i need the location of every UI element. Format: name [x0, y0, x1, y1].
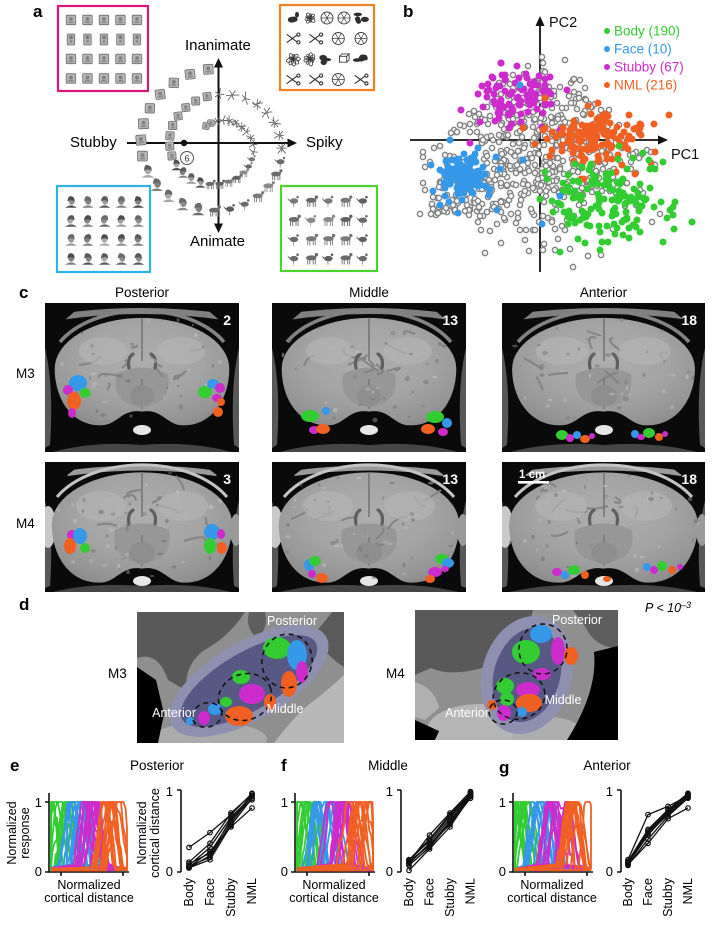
svg-text:cortical distance: cortical distance	[289, 891, 379, 905]
svg-text:Stubby (67): Stubby (67)	[614, 60, 684, 75]
svg-text:18: 18	[681, 471, 697, 487]
svg-text:Body: Body	[182, 877, 196, 906]
svg-text:Middle: Middle	[267, 702, 304, 716]
svg-text:1: 1	[499, 795, 506, 810]
svg-text:13: 13	[442, 471, 458, 487]
svg-text:0: 0	[166, 864, 173, 879]
svg-text:1: 1	[35, 795, 42, 810]
svg-text:Stubby: Stubby	[443, 877, 457, 917]
svg-text:Middle: Middle	[545, 693, 582, 707]
svg-text:0: 0	[35, 864, 42, 879]
svg-text:0: 0	[386, 864, 393, 879]
svg-text:0: 0	[499, 864, 506, 879]
svg-text:NML: NML	[245, 878, 259, 904]
svg-text:cortical distance: cortical distance	[148, 788, 162, 878]
svg-text:18: 18	[681, 312, 697, 328]
svg-text:0: 0	[281, 864, 288, 879]
svg-text:Normalized: Normalized	[5, 801, 19, 864]
svg-text:Posterior: Posterior	[267, 614, 317, 628]
svg-text:Body: Body	[621, 877, 635, 906]
svg-text:Face: Face	[423, 878, 437, 906]
svg-text:Stubby: Stubby	[224, 877, 238, 917]
svg-text:Body (190): Body (190)	[614, 24, 680, 39]
svg-text:Normalized: Normalized	[57, 878, 120, 892]
svg-text:1: 1	[281, 795, 288, 810]
svg-text:Face: Face	[641, 878, 655, 906]
svg-text:3: 3	[223, 471, 231, 487]
svg-text:Normalized: Normalized	[520, 878, 583, 892]
svg-text:NML: NML	[464, 878, 478, 904]
svg-text:response: response	[18, 807, 32, 858]
svg-text:cortical distance: cortical distance	[44, 891, 134, 905]
svg-text:Normalized: Normalized	[302, 878, 365, 892]
svg-text:PC2: PC2	[549, 15, 577, 31]
svg-text:Normalized: Normalized	[135, 801, 149, 864]
svg-text:Posterior: Posterior	[552, 613, 602, 627]
svg-text:Anterior: Anterior	[152, 706, 196, 720]
svg-text:Stubby: Stubby	[661, 877, 675, 917]
svg-text:Face (10): Face (10)	[614, 42, 672, 57]
svg-text:13: 13	[442, 312, 458, 328]
svg-text:NML (216): NML (216)	[614, 78, 677, 93]
svg-text:6: 6	[184, 154, 189, 164]
svg-text:0: 0	[606, 864, 613, 879]
svg-text:NML: NML	[681, 878, 695, 904]
svg-text:2: 2	[223, 312, 231, 328]
svg-text:1: 1	[606, 784, 613, 799]
svg-text:1: 1	[166, 784, 173, 799]
svg-text:Body: Body	[402, 877, 416, 906]
svg-text:Face: Face	[203, 878, 217, 906]
svg-text:1 cm: 1 cm	[519, 469, 545, 481]
svg-text:Anterior: Anterior	[445, 706, 489, 720]
svg-text:1: 1	[386, 784, 393, 799]
svg-text:PC1: PC1	[671, 147, 699, 163]
svg-text:cortical distance: cortical distance	[507, 891, 597, 905]
